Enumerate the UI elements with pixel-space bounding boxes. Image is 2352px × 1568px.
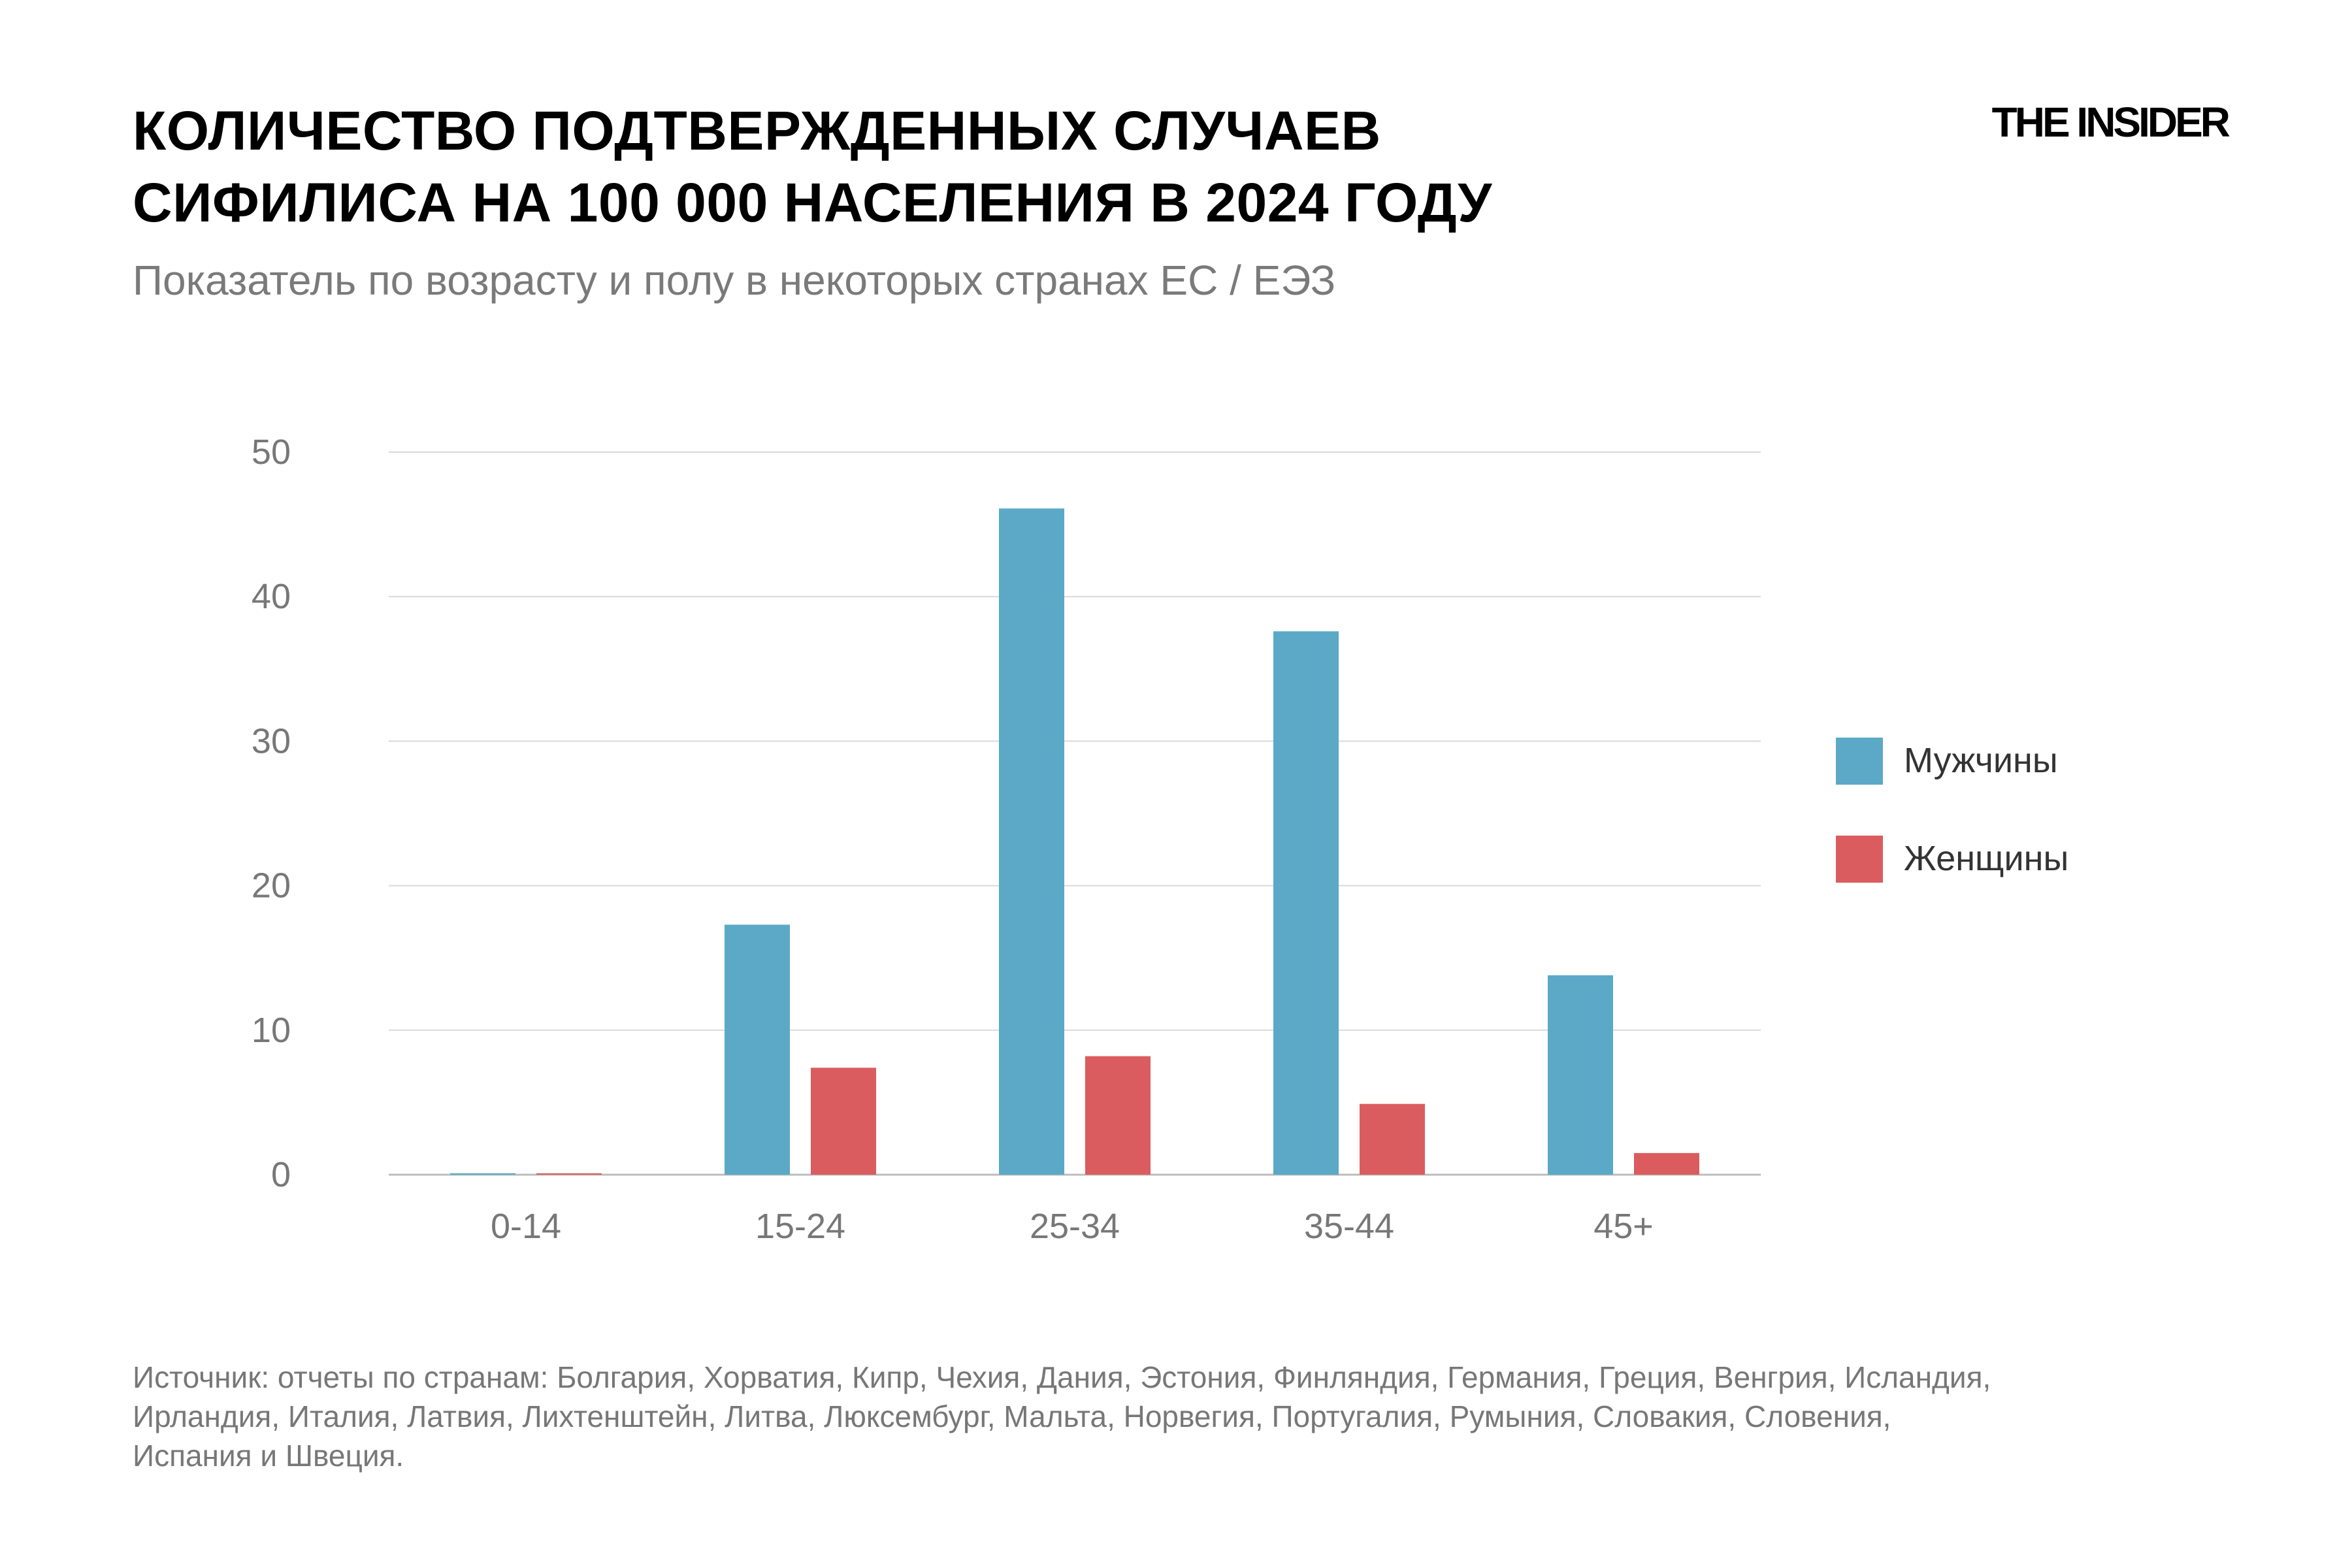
bar-women-0-14 bbox=[536, 1173, 602, 1175]
x-tick-label: 25-34 bbox=[1030, 1207, 1120, 1246]
x-tick-label: 15-24 bbox=[755, 1207, 845, 1246]
title-line-1: КОЛИЧЕСТВО ПОДТВЕРЖДЕННЫХ СЛУЧАЕВ bbox=[133, 100, 1381, 161]
legend-label-women: Женщины bbox=[1904, 839, 2069, 878]
chart-subtitle: Показатель по возрасту и полу в некоторы… bbox=[133, 257, 1336, 304]
brand-logo: THE INSIDER bbox=[1991, 99, 2230, 146]
legend-swatch-men bbox=[1836, 738, 1883, 785]
y-tick-label: 50 bbox=[252, 433, 291, 472]
bar-men-0-14 bbox=[450, 1173, 515, 1175]
bar-men-35-44 bbox=[1273, 631, 1339, 1175]
title-line-2: СИФИЛИСА НА 100 000 НАСЕЛЕНИЯ В 2024 ГОД… bbox=[133, 172, 1492, 233]
grid-lines bbox=[389, 451, 1761, 1176]
source-note: Источник: отчеты по странам: Болгария, Х… bbox=[133, 1358, 2249, 1475]
y-tick-label: 0 bbox=[271, 1155, 291, 1194]
source-line-2: Ирландия, Италия, Латвия, Лихтенштейн, Л… bbox=[133, 1399, 1891, 1433]
bar-women-15-24 bbox=[811, 1068, 876, 1175]
y-tick-label: 40 bbox=[252, 577, 291, 616]
bar-women-45+ bbox=[1634, 1152, 1699, 1175]
y-tick-label: 20 bbox=[252, 866, 291, 906]
bar-men-45+ bbox=[1548, 975, 1613, 1175]
x-tick-label: 45+ bbox=[1593, 1207, 1654, 1246]
bar-men-15-24 bbox=[725, 924, 790, 1175]
bars bbox=[450, 508, 1699, 1175]
y-tick-label: 10 bbox=[252, 1011, 291, 1050]
bar-women-35-44 bbox=[1360, 1103, 1425, 1175]
y-axis-ticks: 0 10 20 30 40 50 bbox=[252, 433, 291, 1194]
y-tick-label: 30 bbox=[252, 721, 291, 760]
x-tick-label: 35-44 bbox=[1304, 1207, 1394, 1246]
chart-title: КОЛИЧЕСТВО ПОДТВЕРЖДЕННЫХ СЛУЧАЕВ СИФИЛИ… bbox=[133, 95, 1766, 238]
x-axis-ticks: 0-14 15-24 25-34 35-44 45+ bbox=[491, 1207, 1654, 1246]
x-tick-label: 0-14 bbox=[491, 1207, 561, 1246]
legend-label-men: Мужчины bbox=[1904, 741, 2058, 780]
bar-women-25-34 bbox=[1085, 1056, 1151, 1175]
legend-swatch-women bbox=[1836, 836, 1883, 883]
source-line-1: Источник: отчеты по странам: Болгария, Х… bbox=[133, 1360, 1991, 1394]
bar-men-25-34 bbox=[999, 508, 1064, 1175]
source-line-3: Испания и Швеция. bbox=[133, 1439, 404, 1473]
